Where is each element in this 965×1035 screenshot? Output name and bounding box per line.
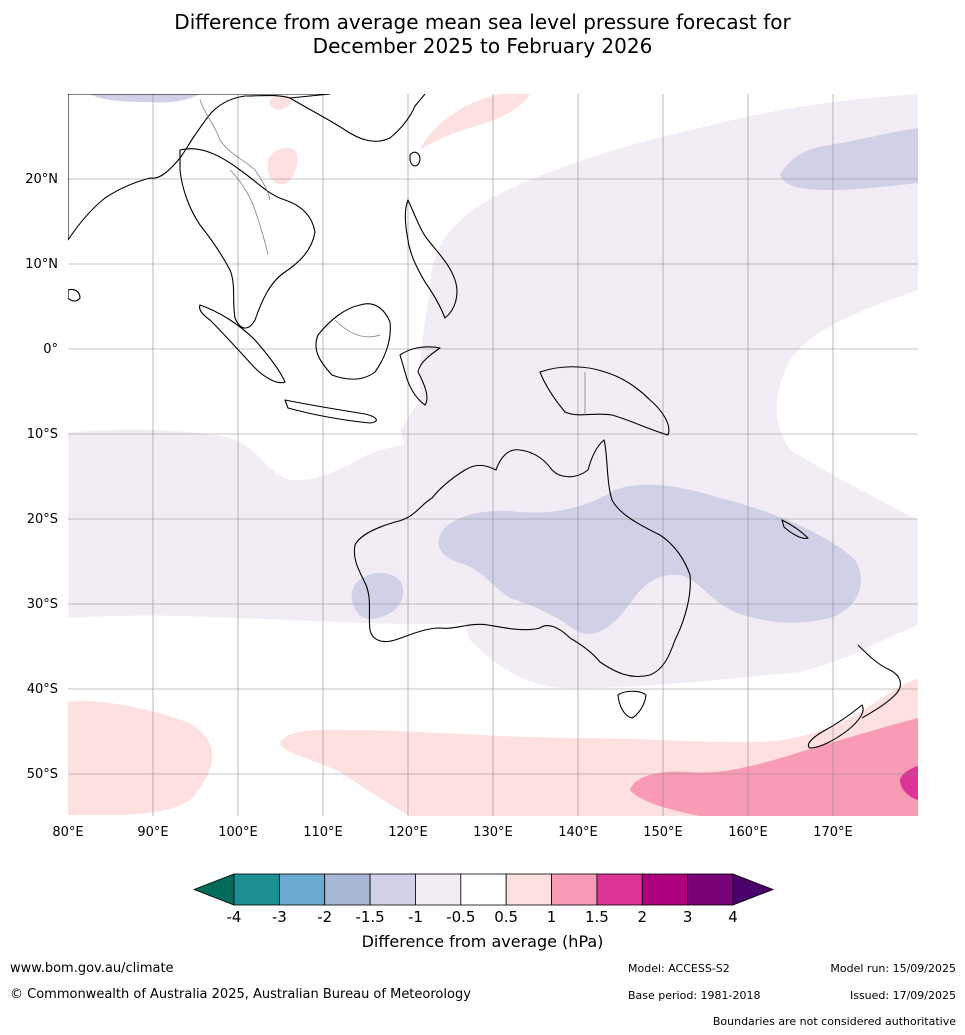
shade-vietnam-pink <box>268 148 298 185</box>
lon-label: 130°E <box>473 825 513 840</box>
shade-npacific-mid <box>780 128 918 190</box>
colorbar-cell <box>369 873 416 906</box>
lat-label: 30°S <box>27 597 58 612</box>
colorbar-cell <box>460 873 507 906</box>
lon-label: 80°E <box>52 825 83 840</box>
colorbar-cell <box>596 873 643 906</box>
lat-label: 20°N <box>25 172 58 187</box>
colorbar-tick-label: 0.5 <box>494 908 518 926</box>
footer-model: Model: ACCESS-S2 <box>628 962 730 975</box>
lat-label: 50°S <box>27 767 58 782</box>
colorbar-over-arrow <box>732 873 775 906</box>
footer-base-period: Base period: 1981-2018 <box>628 989 761 1002</box>
lon-label: 150°E <box>643 825 683 840</box>
coast-sri-lanka <box>68 288 81 302</box>
coast-sumatra <box>199 304 286 384</box>
colorbar: -4 -3 -2 -1.5 -1 -0.5 0.5 1 1.5 2 3 4 <box>192 873 775 926</box>
shade-se-magenta <box>900 766 918 800</box>
footer-issued: Issued: 17/09/2025 <box>849 989 956 1002</box>
colorbar-tick-label: 2 <box>637 908 647 926</box>
footer-model-run: Model run: 15/09/2025 <box>830 962 956 975</box>
colorbar-label: Difference from average (hPa) <box>361 932 604 951</box>
colorbar-cell <box>505 873 552 906</box>
coast-australia <box>353 439 691 678</box>
colorbar-tick-label: 4 <box>728 908 738 926</box>
shade-china-pink <box>269 95 293 110</box>
coast-new-caledonia <box>781 519 809 539</box>
lat-label: 40°S <box>27 682 58 697</box>
lon-label: 90°E <box>137 825 168 840</box>
footer-disclaimer: Boundaries are not considered authoritat… <box>712 1015 956 1028</box>
coast-new-zealand-north <box>857 644 901 719</box>
coast-sulawesi <box>399 346 441 406</box>
coastlines <box>68 94 901 749</box>
borders <box>199 99 586 415</box>
lon-label: 140°E <box>558 825 598 840</box>
colorbar-tick-label: 3 <box>683 908 693 926</box>
lon-label: 170°E <box>813 825 853 840</box>
coast-new-zealand-south <box>807 704 864 749</box>
title-line-1: Difference from average mean sea level p… <box>174 10 791 34</box>
title-line-2: December 2025 to February 2026 <box>312 34 653 58</box>
colorbar-cell <box>551 873 598 906</box>
colorbar-cell <box>233 873 280 906</box>
colorbar-tick-label: 1.5 <box>585 908 609 926</box>
colorbar-cell <box>687 873 734 906</box>
coast-tasmania <box>617 690 647 719</box>
colorbar-cell <box>641 873 689 906</box>
lat-label: 0° <box>43 342 58 357</box>
coast-indochina <box>179 148 316 329</box>
lon-label: 100°E <box>218 825 258 840</box>
coast-philippines <box>404 199 458 319</box>
shade-sw-pink <box>68 700 213 815</box>
colorbar-tick-label: 1 <box>547 908 557 926</box>
lat-label: 10°N <box>25 257 58 272</box>
lat-label: 20°S <box>27 512 58 527</box>
lat-labels: 20°N 10°N 0° 10°S 20°S 30°S 40°S 50°S <box>25 172 58 782</box>
coast-taiwan <box>409 151 421 167</box>
chart-title: Difference from average mean sea level p… <box>0 10 965 58</box>
footer-url[interactable]: www.bom.gov.au/climate <box>10 961 174 976</box>
lon-label: 120°E <box>388 825 428 840</box>
shade-china-mid <box>90 94 200 103</box>
colorbar-tick-label: -0.5 <box>446 908 475 926</box>
coast-china <box>289 94 426 142</box>
lon-labels: 80°E 90°E 100°E 110°E 120°E 130°E 140°E … <box>52 825 852 840</box>
graticule <box>68 94 918 816</box>
colorbar-tick-label: -1.5 <box>355 908 384 926</box>
coast-borneo <box>315 303 391 380</box>
colorbar-tick-label: -2 <box>317 908 332 926</box>
colorbar-under-arrow <box>192 873 235 906</box>
shade-japan-pink <box>420 94 530 150</box>
lon-label: 110°E <box>303 825 343 840</box>
colorbar-tick-label: -4 <box>227 908 242 926</box>
footer-copyright: © Commonwealth of Australia 2025, Austra… <box>10 987 471 1002</box>
lon-label: 160°E <box>728 825 768 840</box>
colorbar-cell <box>415 873 462 906</box>
colorbar-cell <box>278 873 326 906</box>
colorbar-tick-label: -3 <box>272 908 287 926</box>
coast-java <box>284 399 377 424</box>
colorbar-tick-label: -1 <box>408 908 423 926</box>
shade-australia-mid <box>438 484 861 634</box>
shade-se-rose <box>630 718 918 816</box>
forecast-map: 80°E 90°E 100°E 110°E 120°E 130°E 140°E … <box>25 94 918 840</box>
coast-india <box>68 94 331 241</box>
lat-label: 10°S <box>27 427 58 442</box>
shade-w-australia-mid <box>351 573 404 619</box>
colorbar-cell <box>324 873 371 906</box>
coast-new-guinea <box>539 366 670 436</box>
